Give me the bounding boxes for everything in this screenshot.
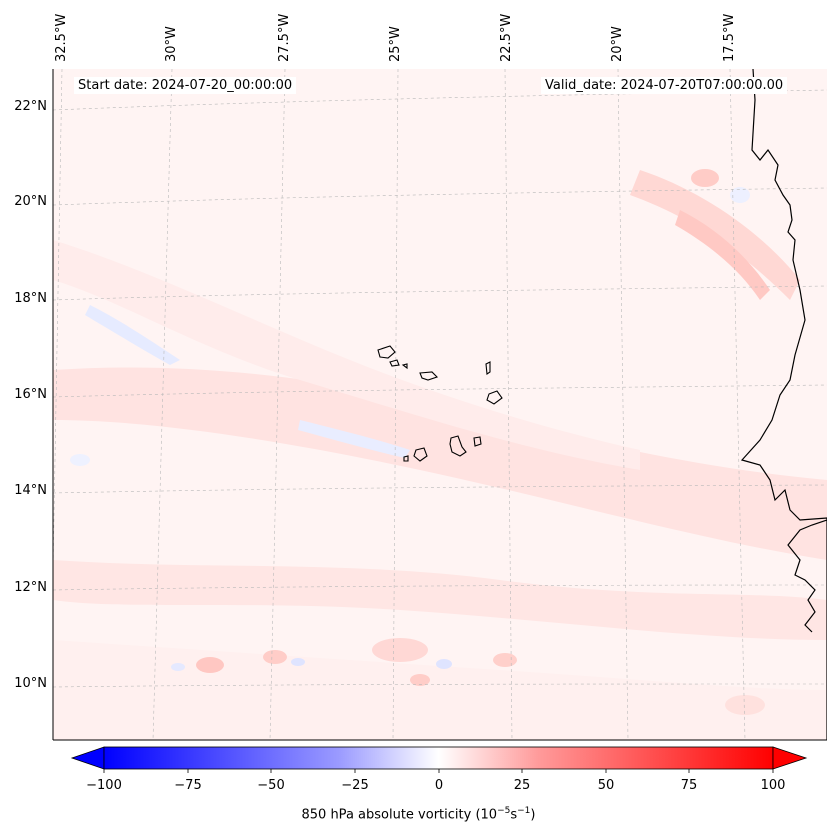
lon-label: 27.5°W xyxy=(277,13,292,62)
colorbar-tick-label: 100 xyxy=(760,778,786,793)
cape-verde-islands xyxy=(377,345,503,462)
graticule xyxy=(53,69,827,740)
colorbar-label: 850 hPa absolute vorticity (10−5s−1) xyxy=(301,806,536,823)
colorbar-tick-label: 75 xyxy=(680,778,698,793)
colorbar-tick-label: 0 xyxy=(434,778,444,793)
lat-label: 18°N xyxy=(14,291,47,306)
lat-label: 20°N xyxy=(14,194,47,209)
colorbar-tick-label: −25 xyxy=(341,778,369,793)
colorbar-tick-label: 25 xyxy=(513,778,531,793)
colorbar-tick-label: −50 xyxy=(257,778,285,793)
africa-coastline xyxy=(740,69,827,740)
lon-label: 22.5°W xyxy=(499,13,514,62)
colorbar-tick-label: 50 xyxy=(597,778,615,793)
lat-label: 22°N xyxy=(14,99,47,114)
lon-label: 32.5°W xyxy=(54,13,69,62)
lon-label: 30°W xyxy=(164,26,179,62)
lat-label: 12°N xyxy=(14,580,47,595)
colorbar-min-extend xyxy=(70,746,105,770)
lat-label: 16°N xyxy=(14,387,47,402)
start-date-label: Start date: 2024-07-20_00:00:00 xyxy=(74,77,297,94)
lat-label: 14°N xyxy=(14,483,47,498)
colorbar xyxy=(70,746,808,773)
valid-date-label: Valid_date: 2024-07-20T07:00:00.00 xyxy=(541,77,788,94)
vorticity-field xyxy=(53,69,827,740)
colorbar-max-extend xyxy=(772,746,808,770)
colorbar-tick-label: −100 xyxy=(86,778,122,793)
lat-label: 10°N xyxy=(14,676,47,691)
colorbar-body xyxy=(103,746,774,770)
lon-label: 20°W xyxy=(610,26,625,62)
lon-label: 25°W xyxy=(388,26,403,62)
lon-label: 17.5°W xyxy=(722,13,737,62)
colorbar-tick-label: −75 xyxy=(174,778,202,793)
